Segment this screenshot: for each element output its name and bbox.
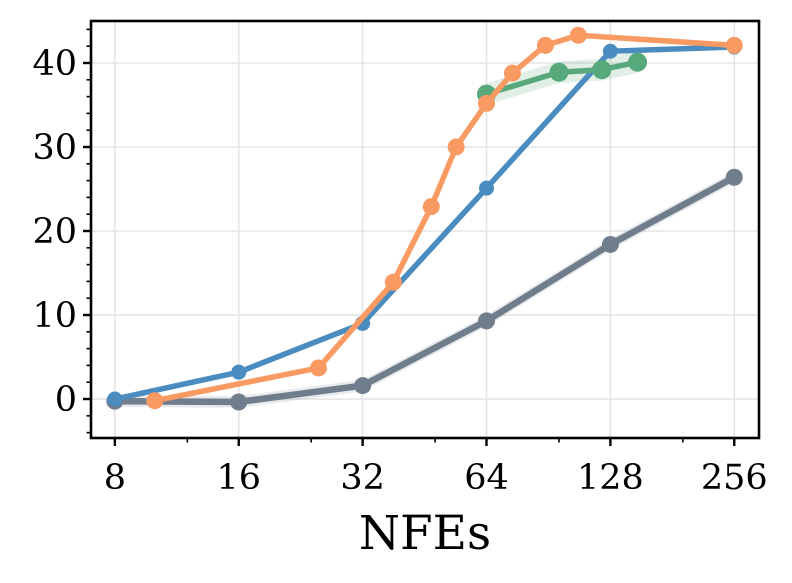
blue-series-line xyxy=(112,44,738,402)
orange-series-marker xyxy=(384,273,402,291)
orange-series-marker xyxy=(310,359,328,377)
green-series-marker xyxy=(628,52,648,72)
y-tick-label: 30 xyxy=(32,128,77,168)
gray-series-marker xyxy=(354,377,372,395)
orange-series-marker xyxy=(447,138,465,156)
orange-series-marker xyxy=(725,36,743,54)
tick-labels: 8 16 32 64 128 256 0 10 20 30 40 xyxy=(32,44,767,498)
orange-series-marker xyxy=(146,392,164,410)
orange-series-marker xyxy=(503,64,521,82)
orange-series-marker xyxy=(478,94,496,112)
x-tick-label: 16 xyxy=(216,458,261,498)
x-tick-label: 64 xyxy=(464,458,509,498)
data-series xyxy=(106,26,743,411)
gridlines xyxy=(91,21,759,438)
orange-series xyxy=(146,26,743,410)
x-tick-label: 32 xyxy=(340,458,385,498)
orange-series-line xyxy=(151,32,738,404)
blue-series-marker xyxy=(602,43,618,59)
x-tick-label: 256 xyxy=(701,458,768,498)
plot-spines xyxy=(89,19,761,440)
blue-series-marker xyxy=(231,364,247,380)
x-tick-label: 8 xyxy=(104,458,126,498)
green-series-marker xyxy=(549,62,569,82)
orange-series-marker xyxy=(536,36,554,54)
green-series-marker xyxy=(592,60,612,80)
orange-series-marker xyxy=(422,198,440,216)
y-tick-label: 10 xyxy=(32,296,77,336)
gray-series-marker xyxy=(725,168,743,186)
x-axis-label: NFEs xyxy=(359,506,491,561)
gray-series-marker xyxy=(601,235,619,253)
gray-series-marker xyxy=(230,393,248,411)
gray-series-line xyxy=(111,173,738,406)
x-tick-label: 128 xyxy=(577,458,644,498)
y-tick-label: 20 xyxy=(32,212,77,252)
orange-series-marker xyxy=(569,26,587,44)
y-tick-label: 0 xyxy=(55,380,77,420)
y-tick-label: 40 xyxy=(32,44,77,84)
blue-series-marker xyxy=(107,391,123,407)
gray-series-marker xyxy=(478,312,496,330)
blue-series-marker xyxy=(479,180,495,196)
green-series-line xyxy=(483,59,641,97)
